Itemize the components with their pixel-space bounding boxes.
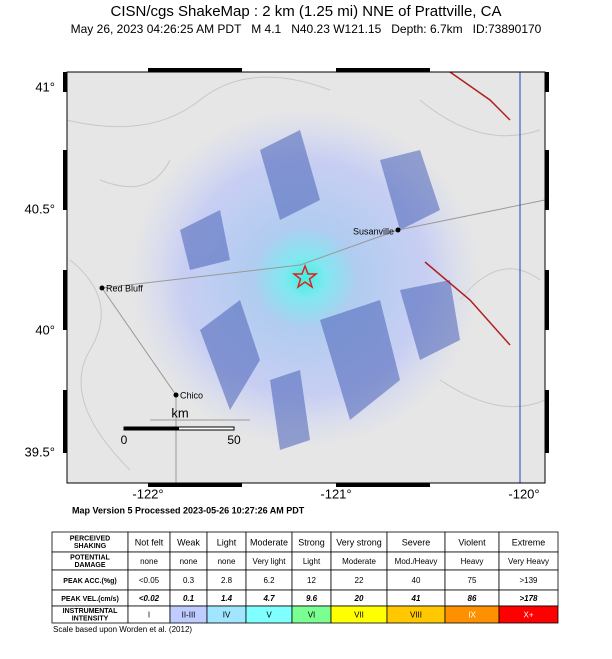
lon-tick-label: -120°	[508, 486, 539, 501]
table-value: 1.4	[221, 594, 233, 603]
table-value: VII	[354, 611, 364, 620]
scale-unit: km	[171, 405, 188, 420]
cities: Susanville Red Bluff Chico	[99, 226, 401, 400]
terrain	[66, 76, 546, 471]
axis-labels: 41° 40.5° 40° 39.5° -122° -121° -120°	[24, 79, 539, 501]
city-dot	[99, 285, 105, 291]
lon-tick-label: -122°	[132, 486, 163, 501]
table-value: Very Heavy	[508, 557, 549, 566]
table-value: VI	[308, 611, 316, 620]
table-value: 22	[355, 576, 364, 585]
version-note: Map Version 5 Processed 2023-05-26 10:27…	[72, 505, 305, 515]
intensity-table: PERCEIVED SHAKING Not felt Weak Light Moderat…	[51, 531, 559, 624]
table-value: Very strong	[336, 537, 382, 547]
table-value: none	[218, 557, 236, 566]
table-value: II-III	[182, 611, 196, 620]
table-value: >178	[519, 594, 538, 603]
relief	[180, 130, 460, 450]
table-value: 41	[411, 594, 421, 603]
table-cell	[498, 605, 559, 624]
table-value: 12	[307, 576, 316, 585]
lat-tick-label: 39.5°	[24, 444, 55, 459]
table-value: none	[140, 557, 158, 566]
table-value: Severe	[402, 537, 431, 547]
table-value: Weak	[177, 537, 200, 547]
city-label: Red Bluff	[106, 283, 143, 293]
table-value: VIII	[410, 611, 422, 620]
table-value: I	[148, 611, 150, 620]
lat-tick-label: 40°	[35, 322, 55, 337]
subtitle: May 26, 2023 04:26:25 AM PDT M 4.1 N40.2…	[71, 22, 542, 36]
table-value: V	[266, 611, 272, 620]
table-value: <0.02	[139, 594, 160, 603]
title: CISN/cgs ShakeMap : 2 km (1.25 mi) NNE o…	[111, 3, 502, 20]
city-label: Chico	[180, 390, 203, 400]
row-header: PEAK ACC.(%g)	[63, 578, 116, 585]
table-value: 0.1	[183, 594, 195, 603]
table-value: 75	[468, 576, 477, 585]
row-header: PERCEIVED SHAKING	[70, 535, 110, 550]
table-value: <0.05	[139, 576, 160, 585]
table-value: IX	[468, 611, 476, 620]
table-value: IV	[223, 611, 231, 620]
table-value: 0.3	[183, 576, 195, 585]
table-value: Mod./Heavy	[395, 557, 438, 566]
frame-ticks	[63, 68, 549, 487]
table-value: Light	[303, 557, 321, 566]
table-value: 86	[468, 594, 477, 603]
scale-bar: km 0 50	[121, 405, 241, 447]
lat-tick-label: 41°	[35, 79, 55, 94]
city-dot	[173, 392, 179, 398]
row-header: POTENTIAL DAMAGE	[70, 554, 110, 569]
table-value: 40	[412, 576, 421, 585]
table-value: Moderate	[342, 557, 376, 566]
table-value: 2.8	[221, 576, 233, 585]
city-dot	[395, 227, 401, 233]
table-value: Heavy	[461, 557, 484, 566]
table-value: Not felt	[135, 537, 164, 547]
table-value: X+	[523, 611, 533, 620]
footer-note: Scale based upon Worden et al. (2012)	[53, 625, 192, 634]
faults	[424, 71, 511, 346]
table-value: 20	[354, 594, 364, 603]
table-value: Light	[217, 537, 237, 547]
map: Susanville Red Bluff Chico km 0 50	[63, 68, 549, 487]
table-value: 4.7	[262, 594, 275, 603]
city-label: Susanville	[353, 226, 394, 236]
scale-end: 50	[227, 433, 241, 447]
lon-tick-label: -121°	[320, 486, 351, 501]
table-value: Violent	[458, 537, 486, 547]
table-value: 6.2	[263, 576, 275, 585]
table-value: Strong	[298, 537, 325, 547]
row-header: PEAK VEL.(cm/s)	[61, 596, 119, 603]
scale-segment	[124, 427, 179, 430]
table-value: 9.6	[306, 594, 318, 603]
table-value: none	[180, 557, 198, 566]
table-value: Extreme	[512, 537, 546, 547]
table-value: Moderate	[250, 537, 288, 547]
scale-start: 0	[121, 433, 128, 447]
table-value: Very light	[253, 557, 287, 566]
epicenter	[291, 263, 319, 289]
row-header: INSTRUMENTAL INTENSITY	[63, 608, 118, 623]
lat-tick-label: 40.5°	[24, 201, 55, 216]
table-value: >139	[519, 576, 538, 585]
